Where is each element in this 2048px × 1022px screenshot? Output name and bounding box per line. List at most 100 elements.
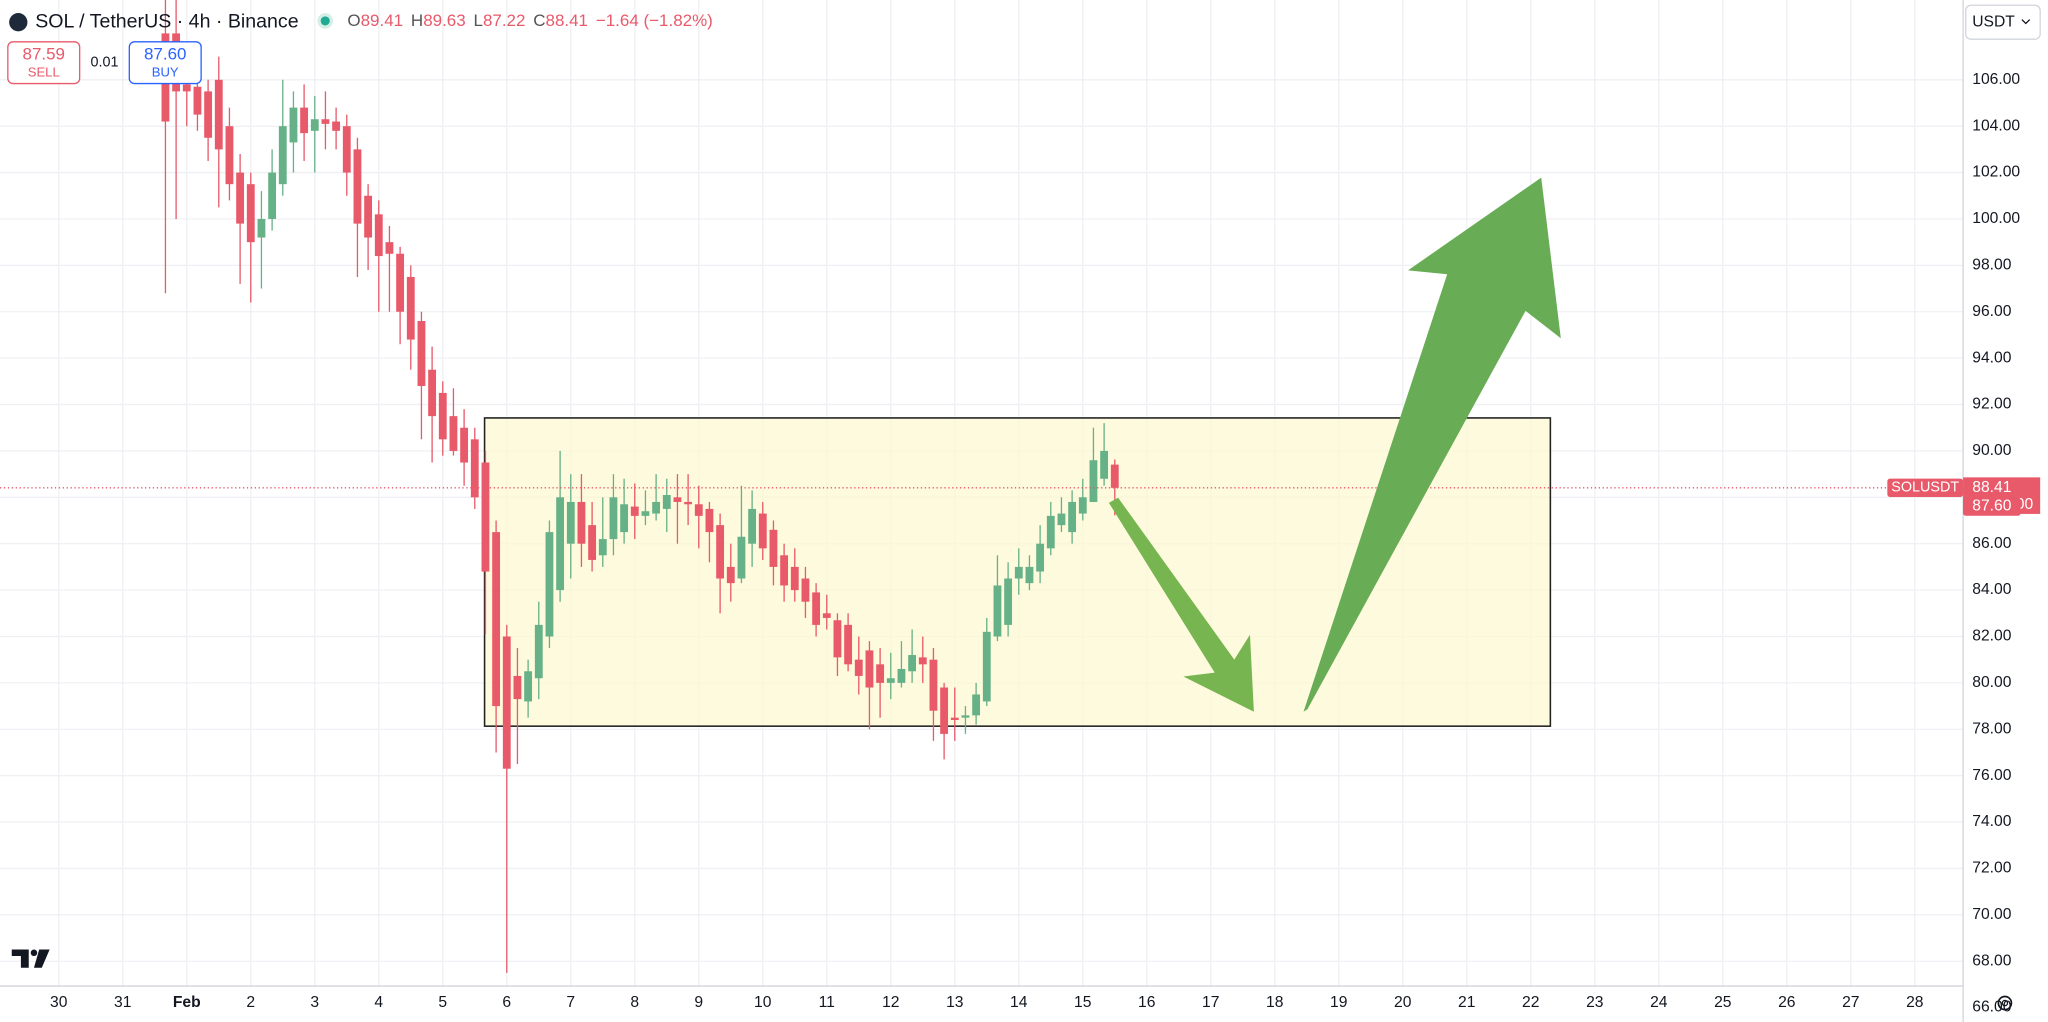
- x-tick-label: 12: [882, 994, 899, 1011]
- candle-body: [460, 427, 469, 463]
- candle-body: [758, 513, 767, 549]
- candle-body: [236, 172, 245, 224]
- o-label: O: [347, 12, 360, 31]
- dropdown-caret[interactable]: [2021, 19, 2031, 25]
- candle-body: [438, 392, 447, 440]
- sell-box[interactable]: [7, 41, 81, 85]
- last-price-tag: 88.41: [1972, 479, 2011, 496]
- sell-button[interactable]: 87.59 SELL: [7, 41, 81, 85]
- candle-body: [598, 539, 607, 556]
- change: −1.64 (−1.82%): [596, 12, 713, 31]
- spread: 0.01: [91, 54, 119, 70]
- candle-body: [950, 717, 959, 720]
- candle-body: [630, 506, 639, 516]
- buy-price-tag: 87.60: [1972, 498, 2011, 515]
- x-tick-label: 27: [1842, 994, 1859, 1011]
- candle-body: [1014, 566, 1023, 579]
- candle-body: [524, 671, 533, 702]
- x-tick-label: 9: [694, 994, 703, 1011]
- buy-price[interactable]: 87.60: [144, 44, 186, 63]
- x-tick-label: 10: [754, 994, 772, 1011]
- x-tick-label: 14: [1010, 994, 1028, 1011]
- candle-body: [673, 497, 682, 502]
- candle-body: [449, 416, 458, 451]
- candle-body: [694, 504, 703, 516]
- buy-price-tag-box: [1963, 497, 2021, 516]
- buy-box[interactable]: [128, 41, 202, 85]
- candle-body: [534, 624, 543, 679]
- candle-body: [374, 214, 383, 257]
- candle-body: [588, 525, 597, 560]
- candle-body: [545, 532, 554, 637]
- down-arrow: [1108, 497, 1254, 712]
- y-tick-label: 78.00: [1972, 720, 2011, 737]
- candle-body: [726, 566, 735, 584]
- candle-body: [1078, 497, 1087, 514]
- candle-body: [940, 687, 949, 734]
- x-tick-label: 26: [1778, 994, 1796, 1011]
- x-tick-label: 31: [114, 994, 131, 1011]
- candle-body: [780, 555, 789, 586]
- candle-body: [822, 613, 831, 618]
- candle-body: [801, 578, 810, 602]
- sell-price[interactable]: 87.59: [23, 44, 65, 63]
- candle-body: [1089, 460, 1098, 502]
- buy-label[interactable]: BUY: [152, 65, 179, 80]
- candle-body: [566, 501, 575, 544]
- x-tick-label: 11: [819, 994, 835, 1011]
- y-tick-label: 102.00: [1972, 164, 2020, 181]
- candle-body: [854, 659, 863, 676]
- x-tick-label: 16: [1138, 994, 1156, 1011]
- candle-body: [300, 107, 309, 134]
- candle-body: [897, 668, 906, 683]
- x-tick-label: 18: [1266, 994, 1284, 1011]
- candle-body: [204, 91, 213, 138]
- x-tick-label: 25: [1714, 994, 1732, 1011]
- sell-label[interactable]: SELL: [28, 65, 60, 80]
- candle-body: [918, 657, 927, 665]
- candle-body: [353, 149, 362, 224]
- candle-body: [193, 86, 202, 115]
- y-tick-label: 106.00: [1972, 71, 2020, 88]
- candle-body: [865, 650, 874, 688]
- candle-body: [182, 84, 191, 92]
- candle-body: [470, 439, 479, 498]
- candle-body: [705, 508, 714, 533]
- y-tick-label: 72.00: [1972, 860, 2011, 877]
- candle-body: [225, 126, 234, 185]
- x-tick-label: 2: [246, 994, 255, 1011]
- h-value: 89.63: [423, 12, 465, 31]
- logo-t: [11, 949, 29, 968]
- x-tick-label: 24: [1650, 994, 1668, 1011]
- x-tick-label: 23: [1586, 994, 1604, 1011]
- logo-dot: [30, 949, 38, 957]
- buy-button[interactable]: 87.60 BUY: [128, 41, 202, 85]
- currency-dropdown[interactable]: USDT: [1965, 4, 2041, 40]
- candle-body: [481, 462, 490, 572]
- y-tick-label: 82.00: [1972, 628, 2011, 645]
- symbol-logo: [9, 13, 28, 32]
- candle-body: [385, 242, 394, 254]
- candle-body: [268, 172, 277, 219]
- candle-body: [833, 620, 842, 658]
- settings-icon-core[interactable]: [2001, 999, 2009, 1007]
- candle-body: [1046, 515, 1055, 549]
- settings-icon[interactable]: [1997, 995, 2013, 1011]
- x-tick-label: 13: [946, 994, 964, 1011]
- candle-body: [1025, 566, 1034, 584]
- y-tick-label: 104.00: [1972, 117, 2020, 134]
- status-dot: [320, 16, 330, 26]
- candle-body: [214, 79, 223, 150]
- x-tick-label: 15: [1074, 994, 1092, 1011]
- currency[interactable]: USDT: [1972, 13, 2015, 30]
- currency-box[interactable]: [1965, 4, 2041, 40]
- candle-body: [556, 497, 565, 591]
- o-value: 89.41: [361, 12, 403, 31]
- candle-body: [684, 501, 693, 505]
- candle-body: [812, 592, 821, 625]
- x-tick-label: 20: [1394, 994, 1412, 1011]
- x-tick-label: 4: [374, 994, 383, 1011]
- y-tick-label: 84.00: [1972, 581, 2011, 598]
- settings-button[interactable]: [1997, 995, 2013, 1011]
- x-tick-label: Feb: [173, 994, 201, 1011]
